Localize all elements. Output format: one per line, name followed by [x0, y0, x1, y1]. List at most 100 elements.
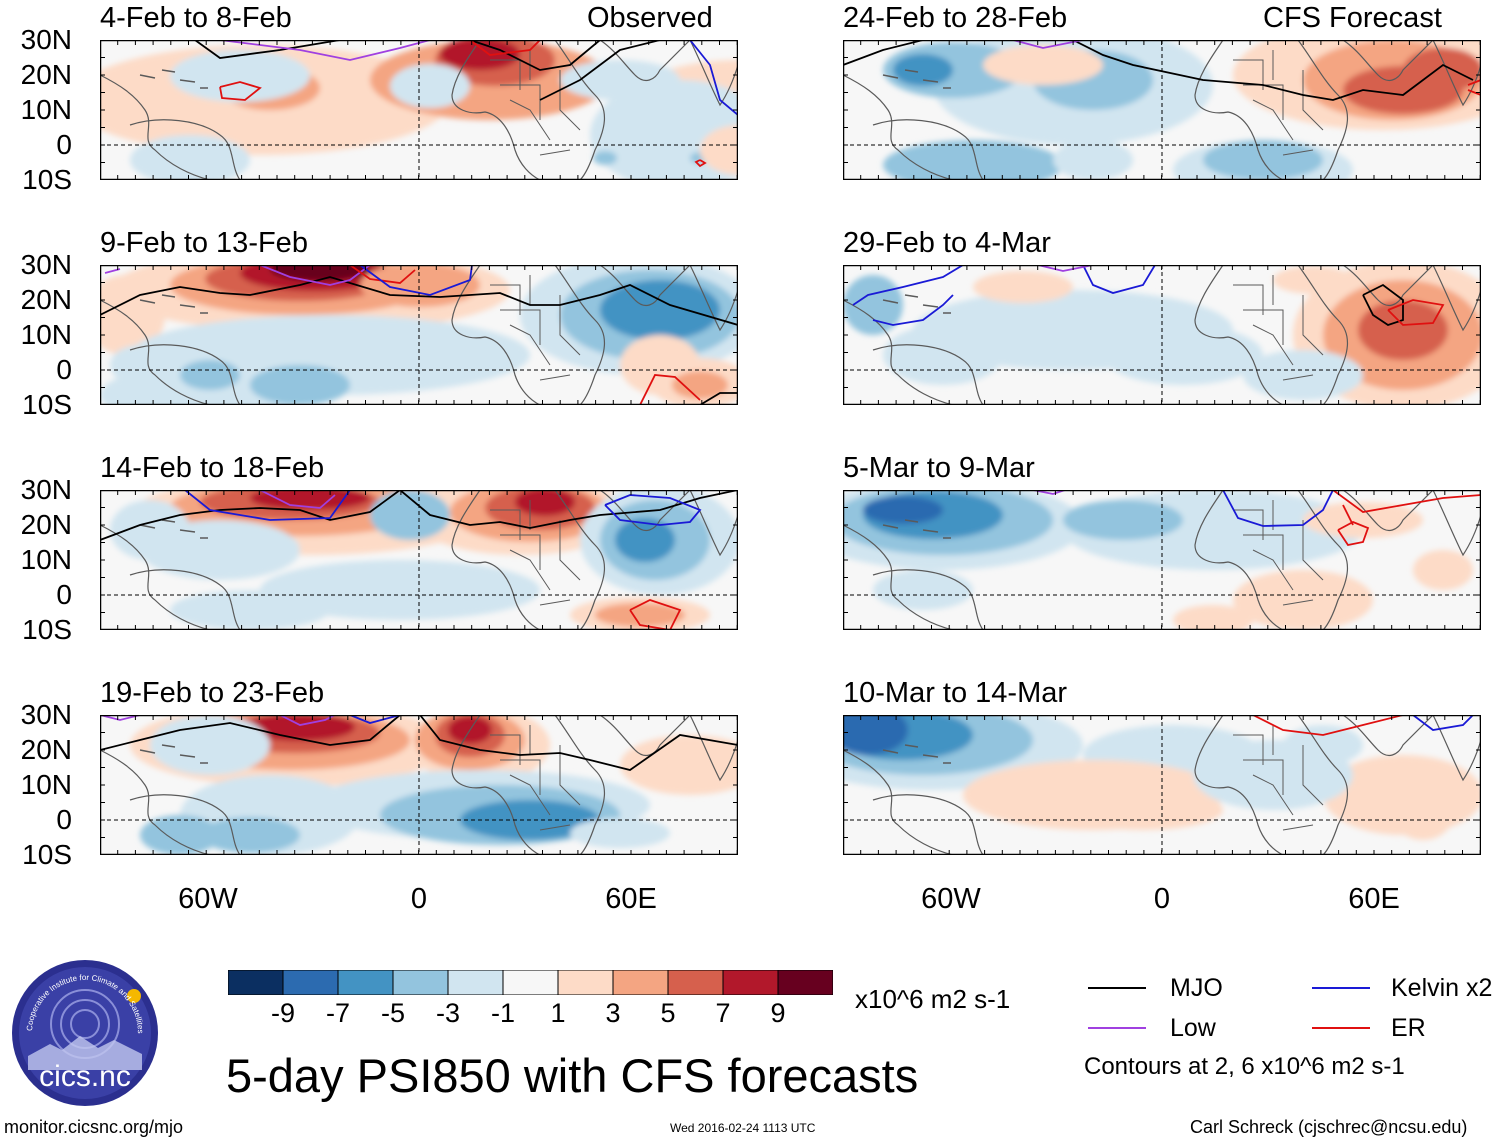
- anomaly-region: [893, 54, 953, 86]
- coastline-caribbean: [882, 519, 951, 539]
- wave-contour: [219, 81, 262, 101]
- lat-label-20n: 20N: [20, 734, 72, 765]
- anomaly-region: [1393, 790, 1453, 840]
- coastline-south-america: [872, 569, 984, 630]
- coastline-arabia: [599, 265, 691, 307]
- map-panel-14-feb-to-18-feb: [100, 490, 738, 630]
- colorbar-swatch: [557, 969, 614, 996]
- wave-contour: [1072, 40, 1474, 101]
- coastline-south-america: [129, 794, 241, 855]
- wave-contour: [469, 40, 601, 71]
- coastline-east-africa: [1297, 40, 1349, 180]
- wave-contour: [399, 490, 738, 529]
- wave-contour: [100, 715, 401, 751]
- coastline-americas: [100, 299, 211, 405]
- panel-frame: [100, 715, 738, 855]
- anomaly-region: [672, 371, 728, 399]
- anomaly-region: [110, 345, 170, 385]
- anomaly-region: [170, 50, 310, 102]
- coastline-india: [1432, 40, 1481, 107]
- anomaly-region: [1358, 300, 1448, 360]
- map-panel-9-feb-to-13-feb: [100, 265, 738, 405]
- coastline-africa: [451, 265, 541, 405]
- colorbar-tick-label: -9: [270, 998, 295, 1028]
- coastline-americas: [100, 74, 211, 180]
- coastline-americas: [100, 749, 211, 855]
- colorbar-tick-label: 7: [715, 998, 731, 1028]
- anomaly-region: [245, 715, 355, 741]
- borders: [1233, 275, 1324, 381]
- map-panel-5-mar-to-9-mar: [843, 490, 1481, 630]
- lat-label-0: 0: [56, 129, 72, 160]
- wave-contour: [100, 276, 738, 326]
- cics-logo: Cooperative Institute for Climate and Sa…: [10, 958, 160, 1108]
- anomaly-region: [1273, 266, 1353, 294]
- lat-label-30n: 30N: [20, 24, 72, 55]
- panel-title: 9-Feb to 13-Feb: [100, 227, 308, 259]
- lon-label-0: 0: [410, 883, 428, 915]
- panel-frame: [100, 490, 738, 630]
- logo-text: cics.nc: [39, 1060, 131, 1093]
- wave-contour: [1012, 40, 1084, 49]
- lat-label-10s: 10S: [22, 614, 72, 645]
- colorbar-units: x10^6 m2 s-1: [855, 984, 1011, 1014]
- coastline-africa: [1194, 265, 1284, 405]
- colorbar-swatch: [447, 969, 504, 996]
- coastline-caribbean: [882, 69, 951, 89]
- colorbar-swatch: [337, 969, 394, 996]
- colorbar: [227, 969, 834, 996]
- wave-contour: [1342, 504, 1354, 526]
- coastline-south-america: [872, 119, 984, 180]
- anomaly-region: [260, 560, 540, 620]
- colorbar-tick-label: -3: [435, 998, 460, 1028]
- map-panel-4-feb-to-8-feb: [100, 40, 738, 180]
- panel-frame: [100, 40, 738, 180]
- coastline-east-africa: [554, 490, 606, 630]
- legend-line-low: [1088, 1027, 1146, 1029]
- colorbar-swatch: [227, 969, 284, 996]
- anomaly-region: [150, 715, 270, 775]
- wave-contour: [1032, 490, 1066, 495]
- panel-title: 10-Mar to 14-Mar: [843, 677, 1068, 709]
- coastline-india: [689, 265, 738, 332]
- wave-contour: [852, 265, 964, 306]
- wave-contour: [604, 494, 702, 526]
- anomaly-region: [390, 64, 470, 108]
- anomaly-region: [440, 40, 520, 70]
- panel-frame: [843, 265, 1481, 405]
- lat-label-20n: 20N: [20, 59, 72, 90]
- coastline-africa: [451, 40, 541, 180]
- coastline-india: [689, 715, 738, 782]
- wave-contour: [872, 294, 954, 326]
- observed-header: Observed: [587, 2, 713, 34]
- anomaly-region: [883, 325, 1003, 385]
- coastline-americas: [100, 524, 211, 630]
- coastline-east-africa: [1297, 715, 1349, 855]
- borders: [490, 500, 581, 606]
- coastline-americas: [843, 299, 954, 405]
- borders: [1233, 725, 1324, 831]
- colorbar-swatch: [392, 969, 449, 996]
- coastline-arabia: [1342, 490, 1434, 532]
- colorbar-tick-label: 5: [660, 998, 676, 1028]
- panel-title: 19-Feb to 23-Feb: [100, 677, 325, 709]
- colorbar-swatch: [667, 969, 724, 996]
- anomaly-region: [863, 496, 943, 524]
- wave-contour: [259, 265, 371, 286]
- lat-label-10n: 10N: [20, 544, 72, 575]
- anomaly-region: [620, 735, 738, 795]
- borders: [1233, 50, 1324, 156]
- anomaly-region: [1413, 550, 1473, 590]
- colorbar-tick-label: -1: [490, 998, 515, 1028]
- coastline-india: [1432, 265, 1481, 332]
- map-panel-24-feb-to-28-feb: [843, 40, 1481, 180]
- lat-label-20n: 20N: [20, 284, 72, 315]
- anomaly-region: [973, 271, 1073, 303]
- coastline-arabia: [599, 40, 691, 82]
- colorbar-swatch: [722, 969, 779, 996]
- coastline-east-africa: [554, 265, 606, 405]
- lat-label-0: 0: [56, 354, 72, 385]
- wave-contour: [1082, 265, 1156, 294]
- coastline-arabia: [1342, 715, 1434, 757]
- coastline-india: [1432, 715, 1481, 782]
